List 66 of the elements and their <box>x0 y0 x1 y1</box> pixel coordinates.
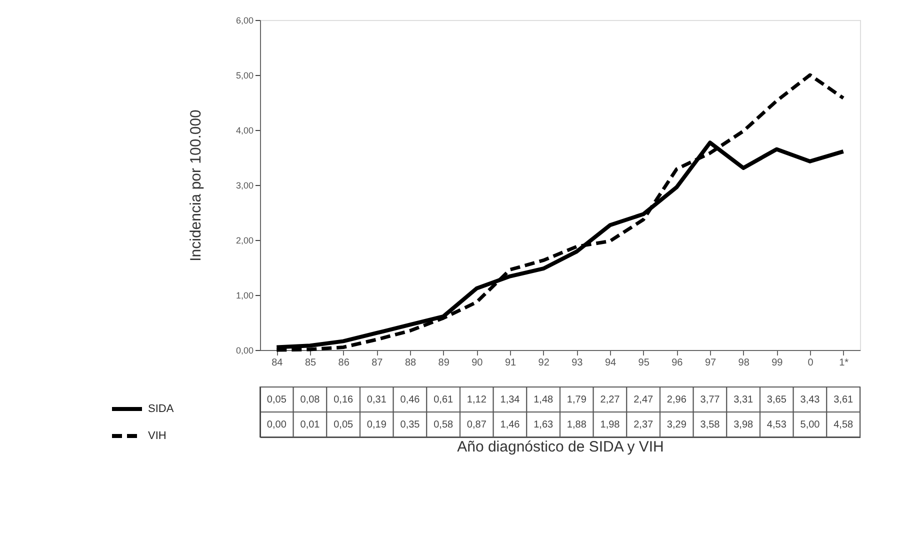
data-label: 0,00 <box>266 420 287 430</box>
data-label: 0,58 <box>434 420 454 430</box>
legend-label: SIDA <box>148 403 174 415</box>
data-label: 3,31 <box>734 394 754 406</box>
data-label: 1,34 <box>500 394 520 406</box>
line-series <box>274 73 846 352</box>
data-label: 5,00 <box>800 420 820 430</box>
data-label: 0,08 <box>300 394 320 406</box>
data-label: 0,31 <box>366 394 387 406</box>
data-label: 3,77 <box>700 394 720 406</box>
data-label: 0,05 <box>266 394 287 406</box>
data-label: 2,47 <box>634 394 654 406</box>
data-label: 0,19 <box>366 420 387 430</box>
data-label: 0,16 <box>334 394 354 406</box>
y-tick-label: 5,00 <box>236 70 254 80</box>
data-label: 0,01 <box>300 420 320 430</box>
y-tick-label: 3,00 <box>236 180 254 190</box>
data-label: 0,05 <box>334 420 354 430</box>
x-tick-label: 96 <box>672 358 684 368</box>
data-label: 3,29 <box>666 420 687 430</box>
y-tick-label: 1,00 <box>236 290 254 300</box>
x-tick-label: 93 <box>572 358 584 368</box>
data-label: 0,87 <box>466 420 487 430</box>
data-label: 3,98 <box>734 420 754 430</box>
data-label: 1,63 <box>534 420 554 430</box>
data-label: 3,65 <box>766 394 787 406</box>
x-axis-title: Año diagnóstico de SIDA y VIH <box>457 438 664 456</box>
x-tick-label: 89 <box>438 358 450 368</box>
x-tick-label: 92 <box>538 358 550 368</box>
data-label: 4,58 <box>834 420 854 430</box>
data-label: 0,35 <box>400 420 420 430</box>
data-label: 1,79 <box>566 394 587 406</box>
data-label: 2,27 <box>600 394 620 406</box>
data-label: 0,46 <box>400 394 420 406</box>
y-axis-title: Incidencia por 100.000 <box>188 110 204 262</box>
x-tick-label: 86 <box>338 358 350 368</box>
x-tick-label: 85 <box>304 358 316 368</box>
y-tick-label: 2,00 <box>236 236 254 246</box>
x-tick-label: 94 <box>604 358 616 368</box>
data-label: 1,98 <box>600 420 620 430</box>
y-tick-label: 6,00 <box>236 16 254 26</box>
x-tick-label: 1* <box>839 358 849 368</box>
x-tick-label: 99 <box>772 358 784 368</box>
data-label: 2,37 <box>634 420 654 430</box>
x-tick-label: 95 <box>638 358 650 368</box>
data-label: 4,53 <box>766 420 787 430</box>
x-tick-label: 91 <box>504 358 516 368</box>
x-tick-label: 87 <box>372 358 384 368</box>
data-label: 3,61 <box>834 394 854 406</box>
data-label: 0,61 <box>434 394 454 406</box>
data-label: 1,48 <box>534 394 554 406</box>
data-label: 1,12 <box>466 394 487 406</box>
legend-label: VIH <box>148 430 166 442</box>
x-tick-label: 90 <box>472 358 484 368</box>
x-tick-label: 98 <box>738 358 750 368</box>
data-label: 1,88 <box>566 420 587 430</box>
y-tick-label: 0,00 <box>236 346 254 356</box>
x-tick-label: 0 <box>808 358 814 368</box>
x-tick-label: 84 <box>272 358 284 368</box>
data-label: 3,43 <box>800 394 820 406</box>
x-tick-label: 97 <box>704 358 716 368</box>
data-label: 2,96 <box>666 394 687 406</box>
data-label: 1,46 <box>500 420 520 430</box>
data-label: 3,58 <box>700 420 720 430</box>
x-tick-label: 88 <box>404 358 416 368</box>
y-tick-label: 4,00 <box>236 126 254 136</box>
